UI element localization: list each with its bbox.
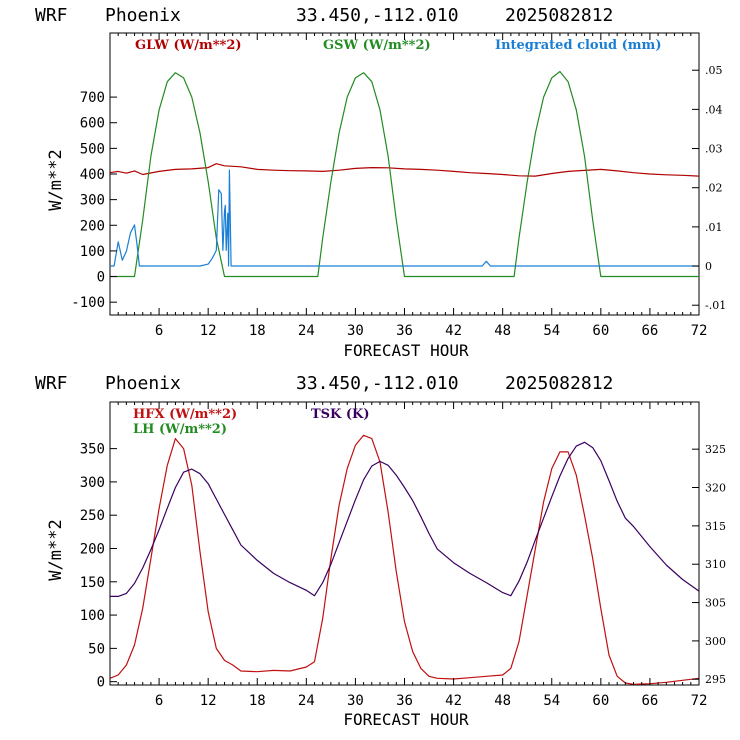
y-tick-label: 400 [80,167,105,183]
x-tick-label: 30 [347,693,364,709]
y2-tick-label: 310 [705,558,726,571]
y2-tick-label: 305 [705,597,726,610]
panel2-model: WRF [35,373,68,394]
legend-tsk: TSK (K) [311,407,370,422]
panel2-place: Phoenix [105,373,181,394]
panel1-place: Phoenix [105,5,181,26]
y2-tick-label: 315 [705,520,726,533]
panel1-date: 2025082812 [505,5,613,26]
x-tick-label: 12 [200,323,217,339]
panel2-y-axis-label: W/m**2 [46,519,66,580]
legend-cloud: Integrated cloud (mm) [495,38,661,53]
y2-tick-label: 0 [705,260,712,273]
legend-lh: LH (W/m**2) [133,422,227,437]
y-tick-label: 200 [80,218,105,234]
y-tick-label: 100 [80,244,105,260]
y2-tick-label: 300 [705,635,726,648]
panel2-date: 2025082812 [505,373,613,394]
x-tick-label: 60 [592,323,609,339]
x-tick-label: 66 [641,693,658,709]
y-tick-label: 500 [80,141,105,157]
x-tick-label: 18 [249,323,266,339]
y2-tick-label: 295 [705,673,726,686]
panel-heat-flux: WRF Phoenix 33.450,-112.010 2025082812 6… [35,373,726,729]
x-tick-label: 66 [641,323,658,339]
y2-tick-label: .02 [705,182,723,195]
y-tick-label: 700 [80,90,105,106]
y2-tick-label: -.01 [705,299,726,312]
x-tick-label: 6 [155,323,163,339]
y-tick-label: 200 [80,541,105,557]
y-tick-label: 250 [80,508,105,524]
x-tick-label: 30 [347,323,364,339]
x-tick-label: 54 [543,323,560,339]
y2-tick-label: 320 [705,482,726,495]
series-line-integrated [110,169,699,267]
y-tick-label: 150 [80,575,105,591]
series-line-hfx [109,434,700,685]
x-tick-label: 42 [445,693,462,709]
x-tick-label: 6 [155,693,163,709]
panel2-plot-frame [109,401,700,686]
legend-hfx: HFX (W/m**2) [133,407,237,422]
panel1-coords: 33.450,-112.010 [296,5,459,26]
legend-gsw: GSW (W/m**2) [323,38,431,53]
x-tick-label: 18 [249,693,266,709]
y2-tick-label: .03 [705,143,723,156]
x-tick-label: 42 [445,323,462,339]
series-line-glw [109,163,700,177]
x-tick-label: 72 [691,323,708,339]
panel1-y-axis-label: W/m**2 [46,149,66,210]
x-tick-label: 48 [494,323,511,339]
y2-tick-label: 325 [705,443,726,456]
series-line-tsk [110,441,700,598]
x-tick-label: 36 [396,323,413,339]
y-tick-label: -100 [71,295,105,311]
y-tick-label: 50 [88,641,105,657]
panel1-model: WRF [35,5,68,26]
x-tick-label: 72 [691,693,708,709]
x-tick-label: 60 [592,693,609,709]
y-tick-label: 0 [97,270,105,286]
x-tick-label: 24 [298,323,315,339]
x-tick-label: 12 [200,693,217,709]
series-line-gsw [110,70,699,278]
panel1-x-axis-label: FORECAST HOUR [343,341,469,360]
panel2-x-axis-label: FORECAST HOUR [343,710,469,729]
y-tick-label: 600 [80,116,105,132]
y-tick-label: 100 [80,608,105,624]
y-tick-label: 300 [80,193,105,209]
y2-tick-label: .01 [705,221,723,234]
x-tick-label: 36 [396,693,413,709]
y-tick-label: 350 [80,442,105,458]
panel-radiation: WRF Phoenix 33.450,-112.010 2025082812 6… [35,5,726,360]
y-tick-label: 0 [97,675,105,691]
x-tick-label: 24 [298,693,315,709]
y2-tick-label: .04 [705,103,723,116]
panel2-coords: 33.450,-112.010 [296,373,459,394]
x-tick-label: 48 [494,693,511,709]
y-tick-label: 300 [80,475,105,491]
x-tick-label: 54 [543,693,560,709]
legend-glw: GLW (W/m**2) [135,38,242,53]
y2-tick-label: .05 [705,64,723,77]
